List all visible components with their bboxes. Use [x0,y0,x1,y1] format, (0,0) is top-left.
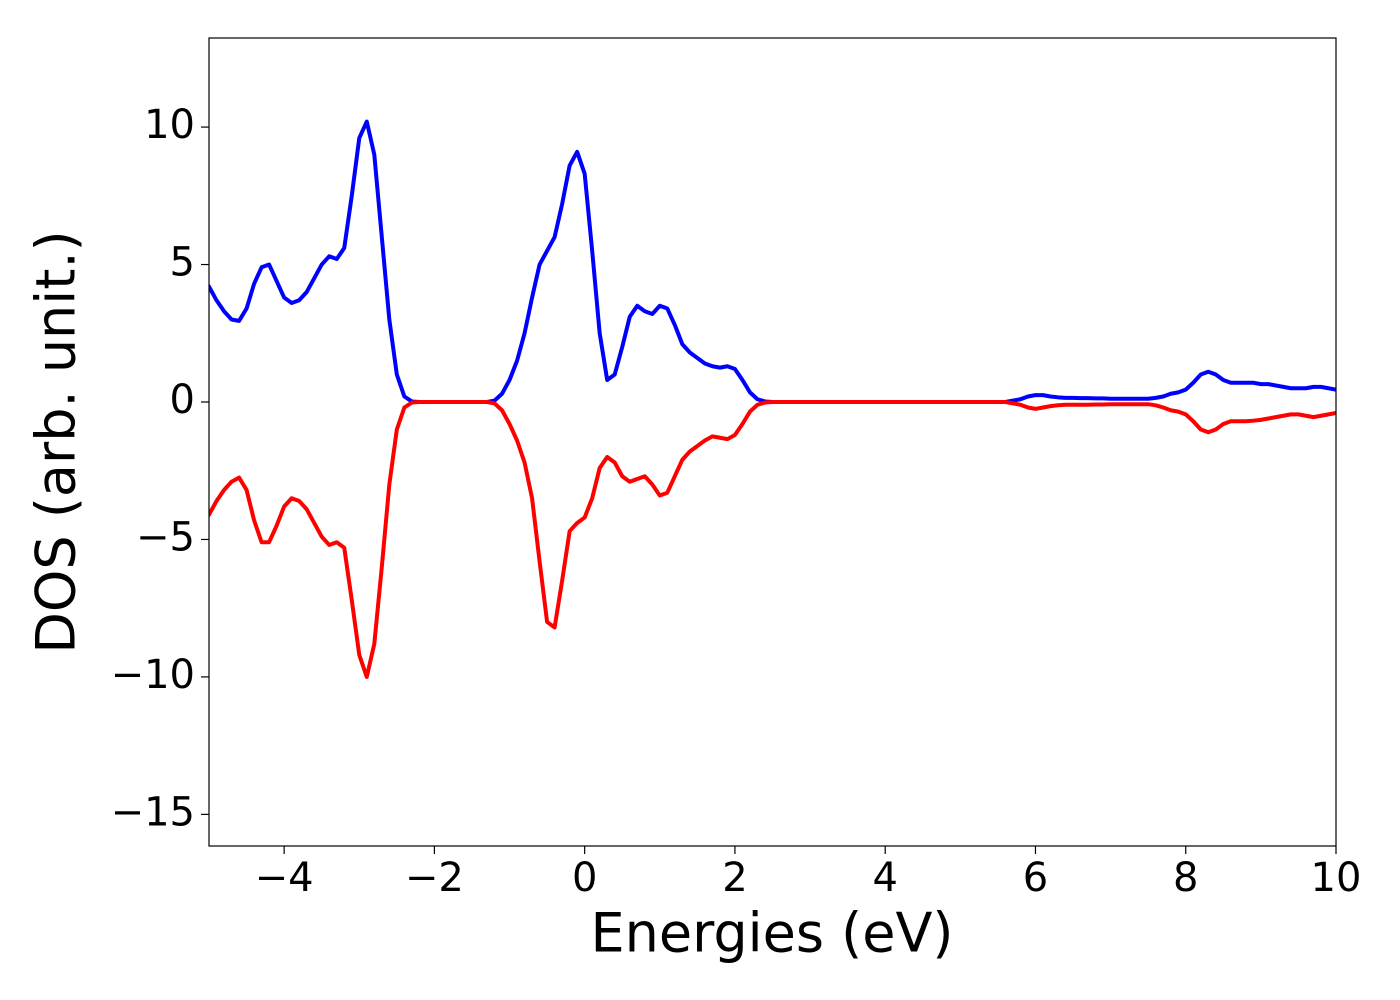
x-tick-label: 2 [722,855,747,901]
y-tick-label: 0 [170,377,195,423]
x-tick-label: 0 [572,855,597,901]
x-tick-label: 6 [1023,855,1048,901]
y-tick-label: −10 [111,652,195,698]
x-tick-label: 4 [872,855,897,901]
y-tick-label: 5 [170,240,195,286]
series-line [209,119,1336,404]
y-tick-label: −5 [136,514,195,560]
x-tick-label: 8 [1173,855,1198,901]
plot-frame [208,37,1337,847]
y-tick-label: −15 [111,789,195,835]
plot-area [209,119,1336,679]
x-tick-label: −4 [255,855,314,901]
y-axis-label: DOS (arb. unit.) [25,230,88,653]
series-line [209,400,1336,679]
x-axis-label: Energies (eV) [591,902,954,965]
y-tick-label: 10 [144,102,195,148]
x-tick-label: −2 [405,855,464,901]
x-tick-label: 10 [1311,855,1362,901]
